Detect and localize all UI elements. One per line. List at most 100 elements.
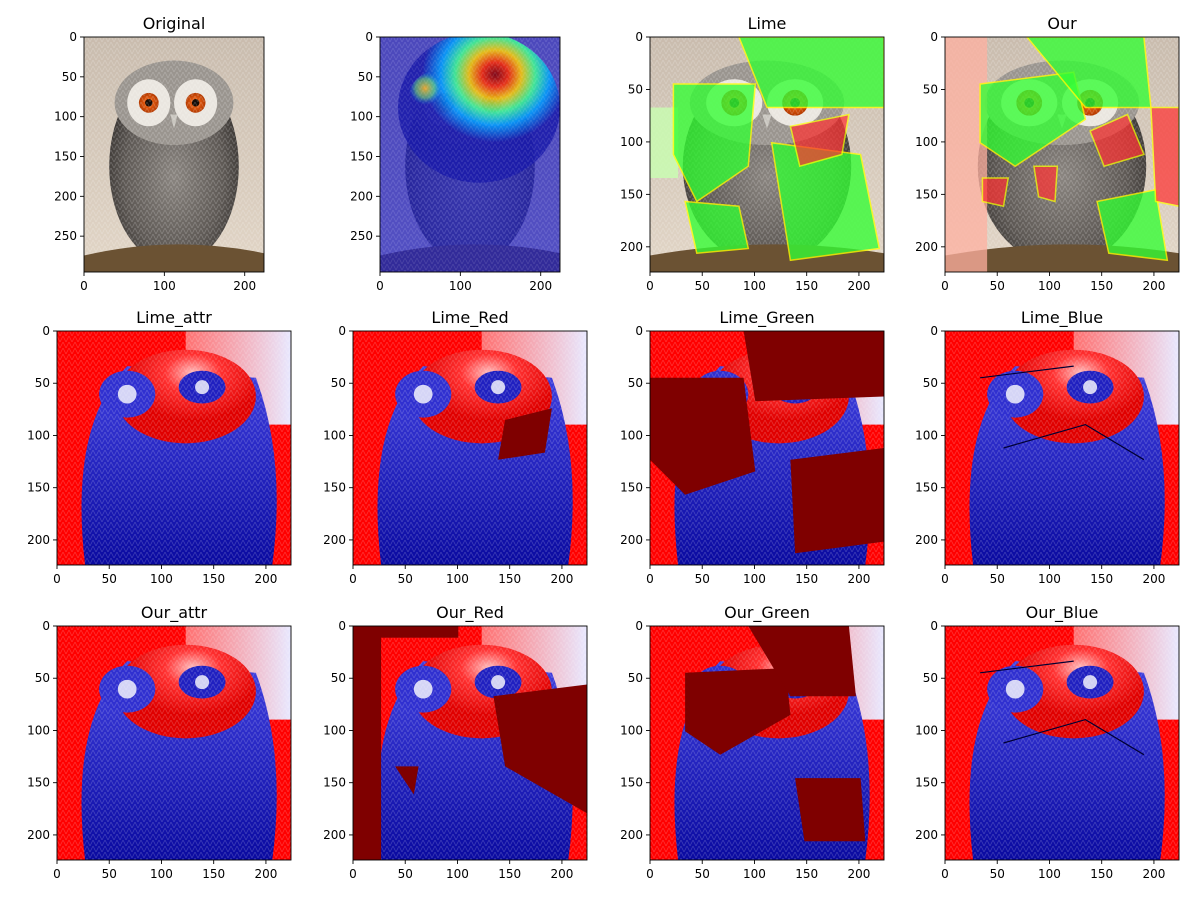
x-tick-label: 100 xyxy=(153,279,176,293)
y-tick-label: 0 xyxy=(365,30,373,44)
axes-frame xyxy=(379,36,561,273)
y-tick-label: 150 xyxy=(620,187,643,201)
y-tick-label: 100 xyxy=(27,723,50,737)
x-tick-label: 100 xyxy=(446,572,469,586)
x-tick-label: 0 xyxy=(349,572,357,586)
axes-frame xyxy=(944,330,1180,566)
y-tick-label: 150 xyxy=(915,776,938,790)
x-tick-label: 0 xyxy=(646,867,654,881)
x-tick-label: 50 xyxy=(695,572,710,586)
subplot-title: Our_Green xyxy=(724,603,810,623)
y-tick-label: 50 xyxy=(923,376,938,390)
x-tick-label: 150 xyxy=(202,572,225,586)
x-tick-label: 100 xyxy=(449,279,472,293)
axes-frame xyxy=(56,330,292,566)
x-tick-label: 100 xyxy=(743,572,766,586)
y-tick-label: 200 xyxy=(27,828,50,842)
subplot-title: Our_Red xyxy=(436,603,504,623)
x-tick-label: 150 xyxy=(1090,279,1113,293)
axes-frame xyxy=(83,36,265,273)
subplot-10: Our_Red 0 50 100 150 200 0 50 100 150 200 xyxy=(323,603,588,881)
y-tick-label: 50 xyxy=(331,376,346,390)
y-tick-label: 50 xyxy=(35,671,50,685)
subplot-title: Our xyxy=(1047,14,1077,33)
axes-frame xyxy=(649,625,885,861)
y-tick-label: 150 xyxy=(27,481,50,495)
subplot-title: Lime_Red xyxy=(431,308,508,328)
x-tick-label: 0 xyxy=(941,279,949,293)
x-tick-label: 150 xyxy=(498,867,521,881)
x-tick-label: 150 xyxy=(795,572,818,586)
x-tick-label: 50 xyxy=(102,867,117,881)
subplot-image xyxy=(650,37,884,272)
axes-frame xyxy=(56,625,292,861)
x-tick-label: 200 xyxy=(847,867,870,881)
x-tick-label: 100 xyxy=(150,572,173,586)
x-tick-label: 0 xyxy=(53,572,61,586)
y-tick-label: 200 xyxy=(620,828,643,842)
y-tick-label: 150 xyxy=(54,149,77,163)
x-tick-label: 50 xyxy=(990,279,1005,293)
x-tick-label: 100 xyxy=(1038,279,1061,293)
x-tick-label: 50 xyxy=(990,867,1005,881)
y-tick-label: 250 xyxy=(54,229,77,243)
y-tick-label: 50 xyxy=(35,376,50,390)
y-tick-label: 0 xyxy=(69,30,77,44)
x-tick-label: 200 xyxy=(550,867,573,881)
axes-frame xyxy=(352,625,588,861)
subplot-12: Our_Blue 0 50 100 150 200 0 50 100 150 200 xyxy=(915,603,1180,881)
x-tick-label: 50 xyxy=(398,867,413,881)
y-tick-label: 0 xyxy=(635,324,643,338)
subplot-2: 0 100 200 0 50 100 150 200 250 xyxy=(350,30,561,293)
x-tick-label: 200 xyxy=(254,572,277,586)
subplot-title: Our_Blue xyxy=(1026,603,1099,623)
subplot-11: Our_Green 0 50 100 150 200 0 50 100 150 200 xyxy=(620,603,885,881)
y-tick-label: 0 xyxy=(635,30,643,44)
subplot-title: Our_attr xyxy=(141,603,208,623)
y-tick-label: 150 xyxy=(323,481,346,495)
x-tick-label: 50 xyxy=(102,572,117,586)
subplot-3: Lime 0 50 100 150 200 0 50 100 150 200 xyxy=(620,14,885,293)
y-tick-label: 50 xyxy=(331,671,346,685)
x-tick-label: 0 xyxy=(941,572,949,586)
y-tick-label: 100 xyxy=(620,428,643,442)
x-tick-label: 200 xyxy=(529,279,552,293)
y-tick-label: 50 xyxy=(62,70,77,84)
y-tick-label: 200 xyxy=(620,240,643,254)
x-tick-label: 100 xyxy=(446,867,469,881)
y-tick-label: 50 xyxy=(923,82,938,96)
y-tick-label: 0 xyxy=(42,324,50,338)
y-tick-label: 150 xyxy=(350,149,373,163)
y-tick-label: 100 xyxy=(620,135,643,149)
x-tick-label: 100 xyxy=(150,867,173,881)
subplot-title: Lime_Blue xyxy=(1021,308,1103,328)
subplot-title: Lime_Green xyxy=(719,308,814,328)
subplot-image xyxy=(945,626,1179,860)
subplot-title: Lime_attr xyxy=(136,308,212,328)
x-tick-label: 150 xyxy=(795,867,818,881)
subplot-1: Original 0 100 200 0 50 100 150 200 250 xyxy=(54,14,265,293)
x-tick-label: 150 xyxy=(202,867,225,881)
x-tick-label: 150 xyxy=(1090,572,1113,586)
subplot-8: Lime_Blue 0 50 100 150 200 0 50 100 150 200 xyxy=(915,308,1180,586)
x-tick-label: 50 xyxy=(398,572,413,586)
x-tick-label: 200 xyxy=(550,572,573,586)
axes-frame xyxy=(649,330,885,566)
y-tick-label: 100 xyxy=(27,428,50,442)
y-tick-label: 200 xyxy=(350,189,373,203)
x-tick-label: 100 xyxy=(1038,572,1061,586)
y-tick-label: 250 xyxy=(350,229,373,243)
y-tick-label: 0 xyxy=(635,619,643,633)
y-tick-label: 0 xyxy=(930,30,938,44)
y-tick-label: 50 xyxy=(628,671,643,685)
y-tick-label: 200 xyxy=(54,189,77,203)
x-tick-label: 200 xyxy=(1142,572,1165,586)
subplot-image xyxy=(650,331,884,565)
y-tick-label: 150 xyxy=(620,481,643,495)
y-tick-label: 200 xyxy=(323,828,346,842)
x-tick-label: 150 xyxy=(498,572,521,586)
y-tick-label: 50 xyxy=(358,70,373,84)
x-tick-label: 0 xyxy=(646,279,654,293)
y-tick-label: 150 xyxy=(323,776,346,790)
y-tick-label: 0 xyxy=(930,324,938,338)
